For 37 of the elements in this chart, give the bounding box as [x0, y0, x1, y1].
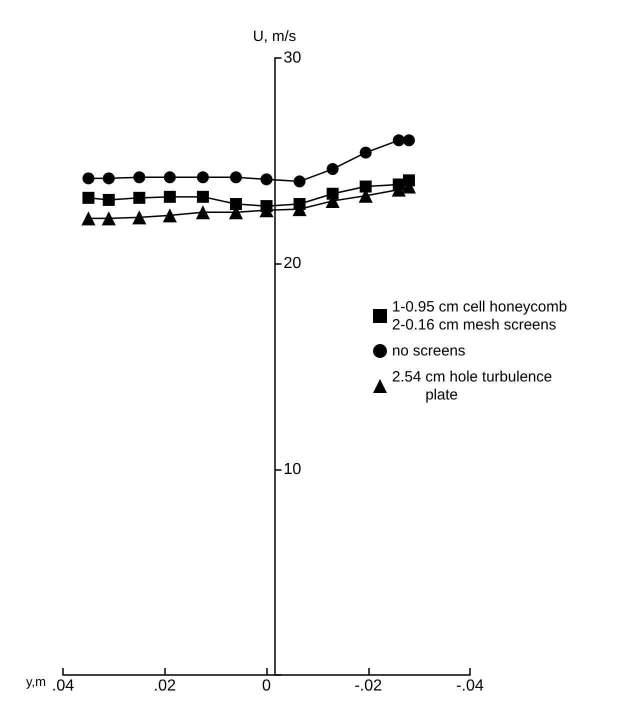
- x-axis-title: y,m: [26, 674, 46, 689]
- y-axis-title: U, m/s: [252, 28, 296, 45]
- point: [164, 171, 176, 184]
- point: [230, 171, 242, 184]
- point: [82, 172, 94, 184]
- point: [133, 171, 146, 184]
- legend-label: no screens: [392, 342, 466, 360]
- point: [260, 173, 272, 186]
- x-tick-label: .04: [52, 678, 74, 694]
- point: [360, 180, 372, 193]
- point: [360, 146, 372, 159]
- point: [164, 190, 176, 203]
- point: [196, 205, 210, 220]
- point: [196, 171, 209, 184]
- point: [102, 211, 116, 226]
- y-tick-label: 30: [284, 50, 302, 66]
- y-tick-label: 10: [284, 460, 302, 478]
- point: [294, 175, 306, 188]
- legend-label: 2.54 cm hole turbulence plate: [392, 368, 552, 404]
- x-tick-label: .02: [154, 678, 176, 694]
- point: [230, 198, 242, 210]
- point: [102, 172, 115, 184]
- x-tick-label: 0: [262, 678, 272, 694]
- y-tick-label: 20: [284, 255, 302, 272]
- point: [196, 190, 209, 203]
- point: [402, 134, 415, 146]
- point: [132, 210, 146, 224]
- x-tick-label: -.04: [456, 678, 484, 694]
- point: [81, 211, 96, 226]
- point: [392, 134, 405, 146]
- point: [162, 208, 177, 222]
- point: [326, 163, 339, 176]
- point: [102, 194, 115, 206]
- point: [82, 192, 94, 204]
- x-tick-label: -.02: [354, 678, 382, 694]
- point: [133, 192, 146, 204]
- legend-label: 1-0.95 cm cell honeycomb 2-0.16 cm mesh screens: [392, 298, 568, 334]
